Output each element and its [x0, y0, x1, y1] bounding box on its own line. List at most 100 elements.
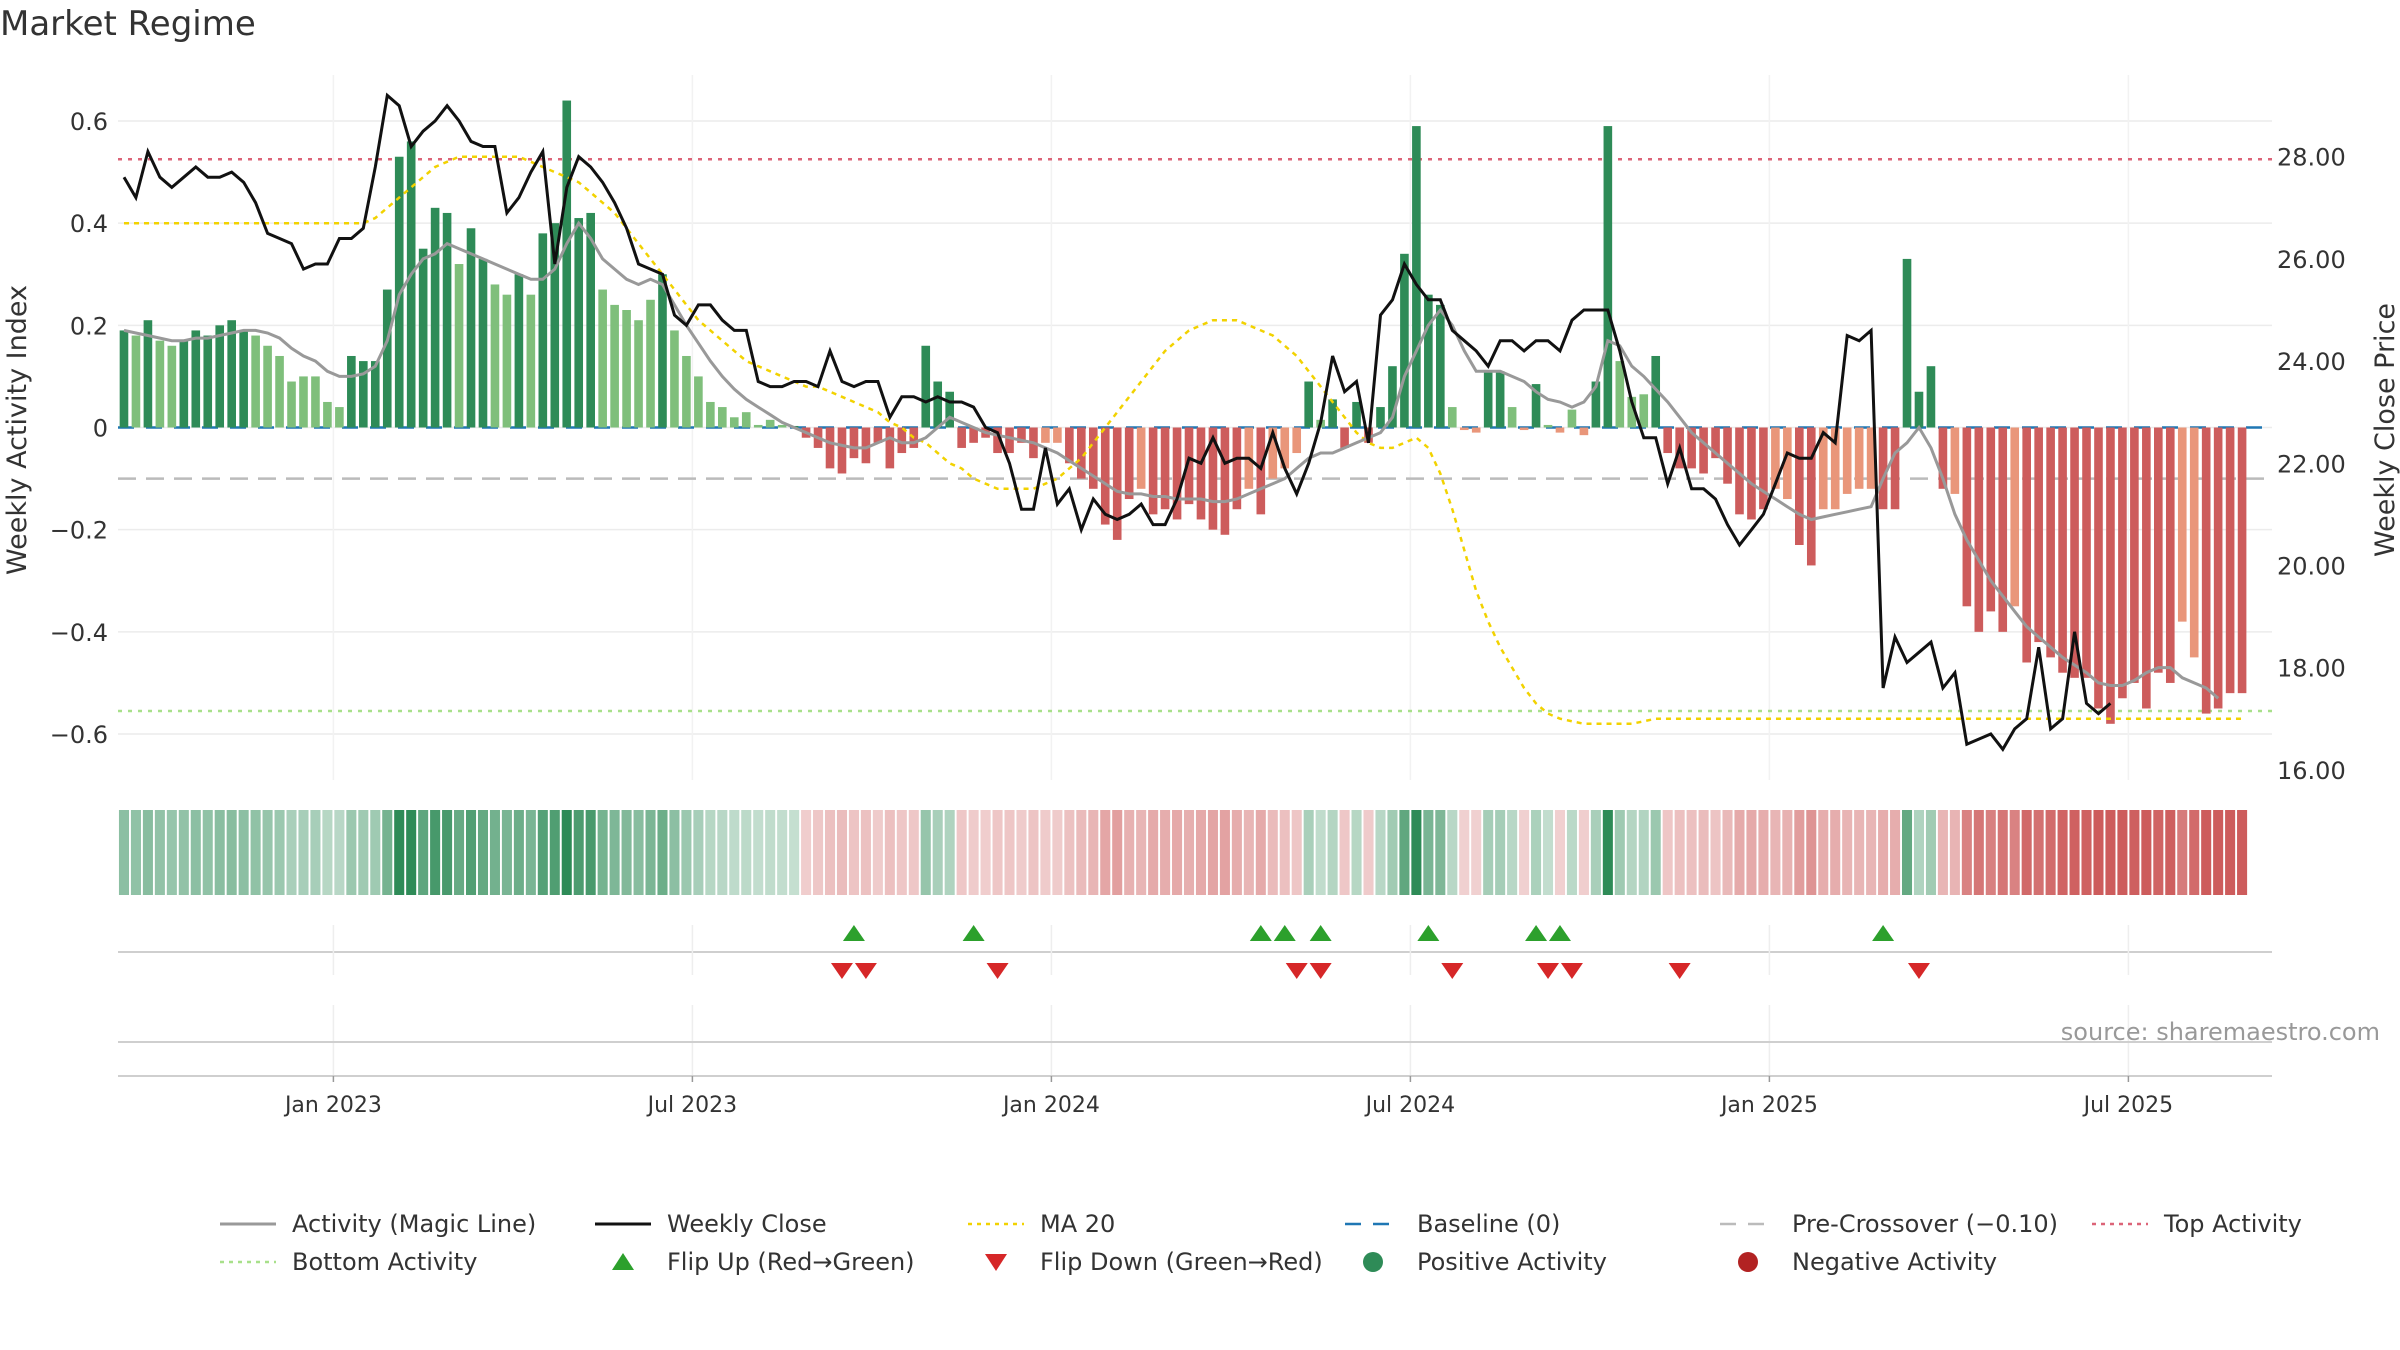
- regime-cell: [394, 810, 405, 895]
- x-tick-label: Jul 2023: [646, 1093, 738, 1118]
- regime-cell: [430, 810, 441, 895]
- activity-bar: [1783, 427, 1792, 500]
- regime-cell: [1638, 810, 1649, 895]
- regime-cell: [525, 810, 536, 895]
- legend-label: Flip Down (Green→Red): [1040, 1248, 1323, 1276]
- activity-bar: [670, 330, 679, 428]
- activity-bar: [658, 274, 667, 428]
- regime-cell: [669, 810, 680, 895]
- regime-cell: [1554, 810, 1566, 895]
- regime-cell: [1076, 810, 1087, 895]
- regime-cell: [657, 810, 668, 895]
- regime-cell: [1818, 810, 1829, 895]
- regime-cell: [1770, 810, 1781, 895]
- flip-up-marker: [1273, 925, 1296, 941]
- activity-bar: [1938, 427, 1948, 489]
- y2-axis-label: Weekly Close Price: [2370, 303, 2400, 557]
- regime-cell: [310, 810, 321, 895]
- activity-bar: [1124, 427, 1134, 500]
- regime-cell: [1734, 810, 1745, 895]
- regime-cell: [1985, 810, 1996, 895]
- flip-down-marker: [854, 963, 877, 979]
- regime-cell: [477, 810, 489, 895]
- activity-bar: [1854, 427, 1864, 489]
- activity-bar: [1172, 427, 1182, 520]
- regime-cell: [1698, 810, 1709, 895]
- activity-bar: [1352, 401, 1361, 428]
- activity-bar: [2237, 427, 2247, 694]
- y2-tick-label: 28.00: [2277, 144, 2346, 172]
- flip-up-marker: [842, 925, 865, 941]
- regime-cell: [609, 810, 620, 895]
- regime-cell: [2057, 810, 2068, 895]
- activity-bar: [957, 427, 966, 448]
- activity-bar: [1495, 371, 1505, 428]
- activity-bar: [239, 330, 248, 428]
- activity-bar: [454, 264, 464, 428]
- regime-cell: [2153, 810, 2164, 895]
- regime-cell: [1339, 810, 1350, 895]
- activity-bar: [993, 427, 1002, 454]
- regime-cell: [1782, 810, 1793, 895]
- regime-cell: [645, 810, 656, 895]
- activity-bar: [2022, 427, 2031, 663]
- regime-cell: [142, 810, 153, 895]
- regime-cell: [633, 810, 644, 895]
- regime-cell: [1387, 810, 1398, 895]
- regime-cell: [2141, 810, 2152, 895]
- regime-cell: [2117, 810, 2128, 895]
- activity-bar: [2130, 427, 2139, 683]
- regime-cell: [1136, 810, 1147, 895]
- regime-cell: [1662, 810, 1673, 895]
- activity-bar: [598, 289, 607, 428]
- regime-cell: [813, 810, 824, 895]
- activity-bar: [370, 361, 380, 428]
- activity-bar: [1184, 427, 1194, 505]
- flip-up-marker: [1872, 925, 1895, 941]
- activity-bar: [2142, 427, 2151, 709]
- regime-cell: [1806, 810, 1817, 895]
- legend-circle-swatch: [1738, 1252, 1758, 1272]
- activity-bar: [1160, 427, 1170, 510]
- regime-cell: [154, 810, 165, 895]
- y2-tick-label: 18.00: [2277, 655, 2346, 683]
- y-axis-ticks: 0.6 0.4 0.2 0 −0.2 −0.4 −0.6: [50, 108, 108, 749]
- activity-bar: [622, 310, 631, 428]
- activity-bar: [1388, 366, 1397, 428]
- activity-bar: [1878, 427, 1888, 510]
- regime-cell: [573, 810, 584, 895]
- activity-bar: [873, 427, 883, 443]
- activity-bar: [1950, 427, 1960, 494]
- flip-markers: [118, 925, 2272, 979]
- activity-bar: [514, 274, 524, 428]
- regime-cell: [346, 810, 357, 895]
- activity-bar: [1567, 409, 1577, 428]
- regime-cell: [860, 810, 871, 895]
- activity-bar: [2201, 427, 2211, 714]
- activity-bar: [143, 320, 153, 428]
- y2-tick-label: 20.00: [2277, 552, 2346, 580]
- regime-cell: [1231, 810, 1242, 895]
- regime-cell: [406, 810, 417, 895]
- activity-bar: [1759, 427, 1768, 510]
- activity-bar: [1376, 407, 1385, 428]
- regime-cell: [1710, 810, 1721, 895]
- regime-cell: [717, 810, 728, 895]
- activity-bar: [1699, 427, 1708, 474]
- legend-label: Bottom Activity: [292, 1248, 477, 1276]
- activity-bar: [1615, 361, 1625, 428]
- y-tick-label: 0.2: [70, 312, 108, 340]
- y-tick-label: 0: [93, 415, 108, 443]
- regime-cell: [2105, 810, 2116, 895]
- regime-cell: [956, 810, 967, 895]
- regime-cell: [2021, 810, 2032, 895]
- flip-up-marker: [1309, 925, 1332, 941]
- regime-cell: [884, 810, 895, 895]
- activity-bar: [1603, 126, 1613, 428]
- activity-bar: [945, 391, 954, 428]
- y2-axis-ticks: 28.00 26.00 24.00 22.00 20.00 18.00 16.00: [2277, 144, 2346, 785]
- activity-bar: [2165, 427, 2175, 683]
- x-tick-label: Jul 2025: [2082, 1093, 2174, 1118]
- activity-bar: [1436, 304, 1445, 428]
- activity-bar: [765, 419, 775, 428]
